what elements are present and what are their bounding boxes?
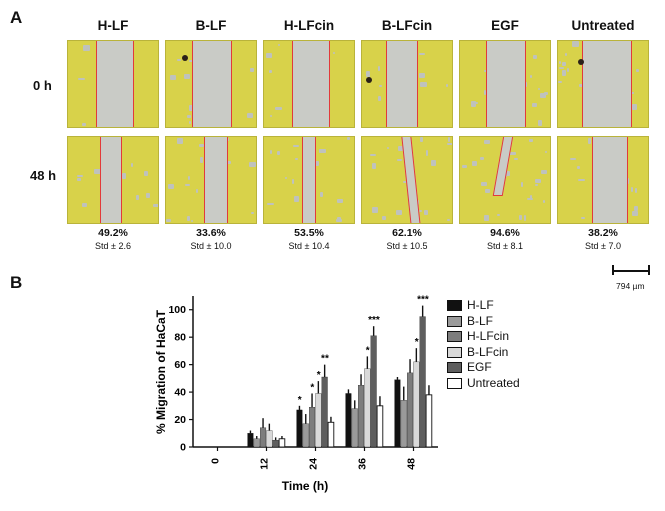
- legend-label: B-LFcin: [467, 345, 508, 359]
- bar: [322, 377, 328, 447]
- bar: [254, 439, 260, 447]
- x-tick-label: 0: [210, 458, 222, 464]
- bar: [260, 428, 266, 447]
- y-tick-label: 80: [174, 332, 186, 344]
- bar: [401, 400, 407, 447]
- significance-marker: *: [310, 382, 314, 393]
- legend-swatch: [447, 300, 462, 311]
- bar: [352, 409, 358, 447]
- bar: [303, 424, 309, 447]
- bar: [273, 440, 279, 447]
- bar: [309, 407, 315, 447]
- x-tick-label: 12: [259, 458, 271, 470]
- y-tick-label: 0: [180, 442, 186, 454]
- legend-swatch: [447, 378, 462, 389]
- y-tick-label: 40: [174, 387, 186, 399]
- x-axis-label: Time (h): [282, 479, 328, 493]
- significance-marker: ***: [417, 295, 429, 306]
- bar: [407, 373, 413, 447]
- x-tick-label: 48: [406, 458, 418, 470]
- bar: [248, 433, 254, 447]
- legend-swatch: [447, 362, 462, 373]
- bar: [328, 422, 334, 447]
- y-tick-label: 20: [174, 414, 186, 426]
- bar: [297, 410, 303, 447]
- y-tick-label: 60: [174, 359, 186, 371]
- x-tick-label: 36: [357, 458, 369, 470]
- bar: [395, 380, 401, 447]
- legend-swatch: [447, 316, 462, 327]
- significance-marker: **: [321, 354, 329, 365]
- significance-marker: *: [298, 395, 302, 406]
- y-tick-label: 100: [168, 304, 186, 316]
- significance-marker: ***: [368, 315, 380, 326]
- significance-marker: *: [415, 337, 419, 348]
- legend-label: H-LF: [467, 298, 494, 312]
- bar: [414, 362, 420, 447]
- legend-swatch: [447, 347, 462, 358]
- x-tick-label: 24: [308, 458, 320, 470]
- bar: [267, 431, 273, 447]
- bar: [365, 369, 371, 447]
- bar: [346, 393, 352, 447]
- bar: [358, 385, 364, 447]
- legend-label: Untreated: [467, 376, 520, 390]
- y-axis-label: % Migration of HaCaT: [154, 309, 168, 434]
- legend-label: EGF: [467, 360, 492, 374]
- bar: [420, 317, 426, 447]
- legend-swatch: [447, 331, 462, 342]
- significance-marker: *: [366, 345, 370, 356]
- bar: [371, 336, 377, 447]
- significance-marker: *: [317, 370, 321, 381]
- legend-label: H-LFcin: [467, 329, 509, 343]
- legend-label: B-LF: [467, 314, 493, 328]
- bar: [279, 439, 285, 447]
- bar: [316, 393, 322, 447]
- bar: [377, 406, 383, 447]
- bar: [426, 395, 432, 447]
